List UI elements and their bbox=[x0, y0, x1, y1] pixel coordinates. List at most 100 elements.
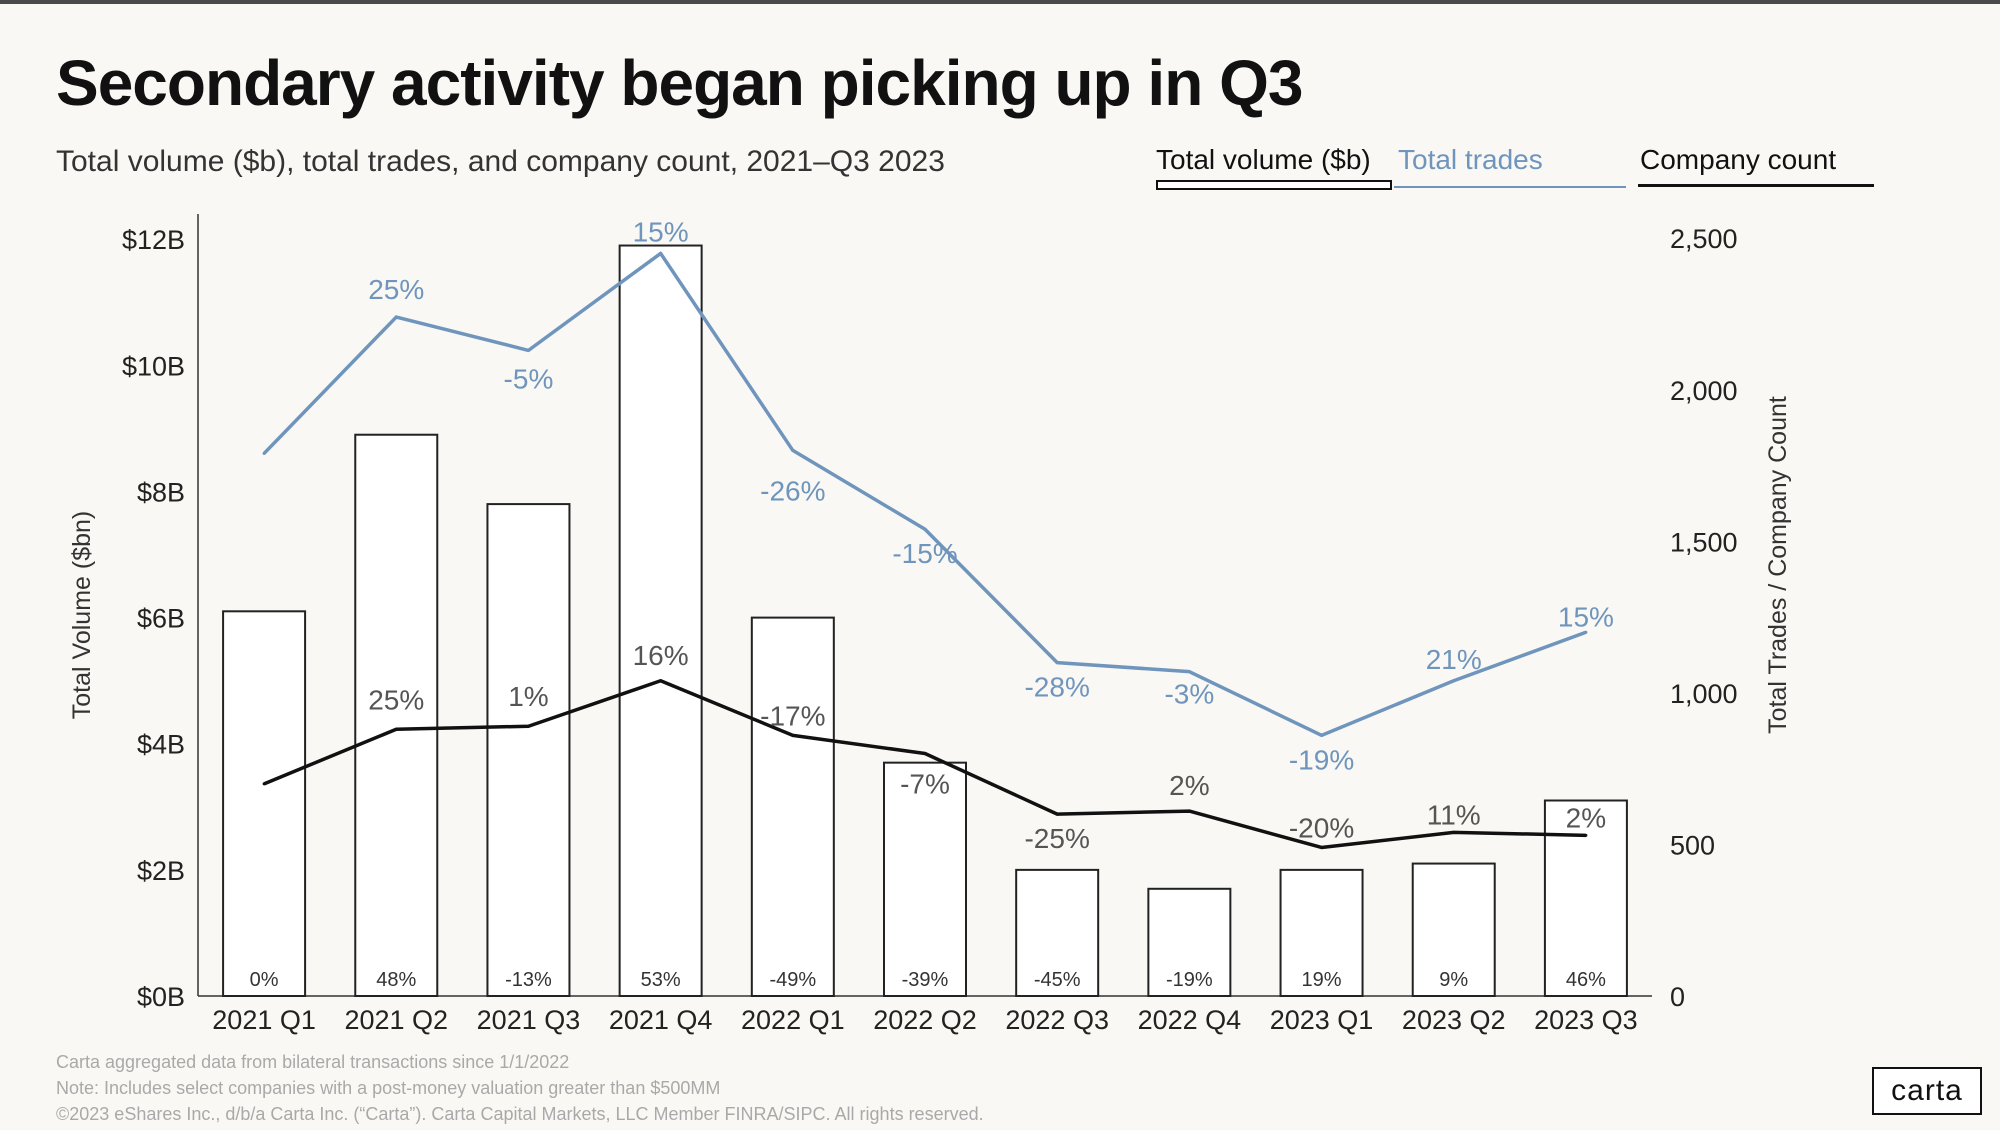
company-change-label: -7% bbox=[900, 769, 950, 800]
x-tick-label: 2023 Q3 bbox=[1534, 1005, 1638, 1035]
trades-change-label: -19% bbox=[1289, 744, 1354, 775]
trades-point bbox=[1320, 733, 1324, 737]
trades-point bbox=[1452, 679, 1456, 683]
company-point bbox=[923, 752, 927, 756]
x-tick-label: 2021 Q4 bbox=[609, 1005, 713, 1035]
y-right-tick-label: 2,500 bbox=[1670, 224, 1738, 254]
company-point bbox=[262, 782, 266, 786]
trades-point bbox=[262, 451, 266, 455]
volume-bar bbox=[1015, 868, 1100, 998]
y-right-tick-label: 2,000 bbox=[1670, 376, 1738, 406]
trades-point bbox=[791, 448, 795, 452]
trades-change-label: 15% bbox=[633, 216, 689, 247]
volume-bar-label: 9% bbox=[1439, 969, 1468, 991]
trades-change-label: -3% bbox=[1164, 679, 1214, 710]
footer-source: Carta aggregated data from bilateral tra… bbox=[56, 1052, 570, 1072]
trades-change-label: 15% bbox=[1558, 601, 1614, 632]
company-point bbox=[1584, 833, 1588, 837]
volume-bar bbox=[1411, 862, 1496, 997]
trades-point bbox=[1187, 670, 1191, 674]
trades-point bbox=[659, 251, 663, 255]
volume-bar-label: -39% bbox=[902, 969, 949, 991]
legend-label-company: Company count bbox=[1640, 144, 1837, 175]
x-tick-label: 2021 Q1 bbox=[212, 1005, 316, 1035]
company-point bbox=[791, 733, 795, 737]
legend-item-company: Company count bbox=[1638, 144, 1874, 187]
y-right-tick-label: 500 bbox=[1670, 830, 1715, 860]
trades-point bbox=[1055, 661, 1059, 665]
trades-change-label: 25% bbox=[368, 274, 424, 305]
chart-title: Secondary activity began picking up in Q… bbox=[56, 47, 1303, 119]
company-change-label: -20% bbox=[1289, 812, 1354, 843]
company-change-label: 25% bbox=[368, 684, 424, 715]
company-point bbox=[1187, 809, 1191, 813]
trades-change-label: -15% bbox=[892, 538, 957, 569]
legend-swatch-company bbox=[1638, 184, 1874, 187]
company-change-label: 2% bbox=[1566, 802, 1606, 833]
y-right-tick-label: 1,500 bbox=[1670, 527, 1738, 557]
volume-bar bbox=[618, 244, 703, 997]
trades-change-label: -28% bbox=[1024, 672, 1089, 703]
y-left-tick-label: $6B bbox=[137, 604, 185, 634]
volume-bar bbox=[883, 761, 967, 998]
y-left-tick-label: $2B bbox=[137, 856, 185, 886]
company-change-label: 2% bbox=[1169, 770, 1209, 801]
legend-item-volume: Total volume ($b) bbox=[1156, 144, 1392, 190]
y-right-axis-title: Total Trades / Company Count bbox=[1764, 396, 1792, 734]
volume-bar bbox=[750, 616, 835, 997]
x-tick-label: 2022 Q4 bbox=[1138, 1005, 1242, 1035]
volume-bar-label: 53% bbox=[641, 969, 681, 991]
y-left-tick-label: $8B bbox=[137, 477, 185, 507]
trades-point bbox=[526, 348, 530, 352]
x-tick-label: 2022 Q2 bbox=[873, 1005, 977, 1035]
x-tick-label: 2023 Q2 bbox=[1402, 1005, 1506, 1035]
legend-label-volume: Total volume ($b) bbox=[1156, 144, 1371, 175]
volume-bar-label: -45% bbox=[1034, 969, 1081, 991]
trades-change-label: -5% bbox=[504, 363, 554, 394]
company-change-label: -25% bbox=[1024, 823, 1089, 854]
company-change-label: 1% bbox=[508, 681, 548, 712]
volume-bar-label: -49% bbox=[769, 969, 816, 991]
y-left-tick-label: $4B bbox=[137, 730, 185, 760]
trades-change-label: -26% bbox=[760, 475, 825, 506]
volume-bar-label: 48% bbox=[376, 969, 416, 991]
x-tick-label: 2021 Q3 bbox=[477, 1005, 581, 1035]
company-point bbox=[659, 679, 663, 683]
x-tick-label: 2023 Q1 bbox=[1270, 1005, 1374, 1035]
company-point bbox=[526, 724, 530, 728]
trades-line bbox=[262, 251, 1587, 738]
trades-point bbox=[1584, 630, 1588, 634]
company-point bbox=[394, 727, 398, 731]
company-change-label: 11% bbox=[1427, 799, 1481, 830]
carta-logo: carta bbox=[1872, 1067, 1982, 1115]
company-change-label: -17% bbox=[760, 700, 825, 731]
y-left-tick-label: $10B bbox=[122, 351, 185, 381]
legend-item-trades: Total trades bbox=[1394, 144, 1626, 188]
volume-bar bbox=[1147, 887, 1232, 998]
volume-bar bbox=[1279, 868, 1364, 998]
company-change-label: 16% bbox=[633, 640, 689, 671]
volume-bar-label: 19% bbox=[1302, 969, 1342, 991]
volume-bar-label: 46% bbox=[1566, 969, 1606, 991]
legend-swatch-trades bbox=[1394, 186, 1626, 188]
volume-bar bbox=[486, 503, 571, 997]
trades-point bbox=[394, 315, 398, 319]
footer-note: Note: Includes select companies with a p… bbox=[56, 1078, 721, 1098]
company-point bbox=[1452, 830, 1456, 834]
company-point bbox=[1320, 845, 1324, 849]
legend-label-trades: Total trades bbox=[1398, 144, 1543, 175]
volume-bar-label: -13% bbox=[505, 969, 552, 991]
chart-subtitle: Total volume ($b), total trades, and com… bbox=[56, 145, 945, 178]
y-right-tick-label: 0 bbox=[1670, 982, 1685, 1012]
x-tick-label: 2021 Q2 bbox=[344, 1005, 448, 1035]
x-tick-label: 2022 Q3 bbox=[1005, 1005, 1109, 1035]
y-left-axis-title: Total Volume ($bn) bbox=[68, 511, 96, 719]
trades-change-label: 21% bbox=[1426, 644, 1482, 675]
volume-bar bbox=[222, 610, 307, 997]
trades-point bbox=[923, 527, 927, 531]
x-tick-label: 2022 Q1 bbox=[741, 1005, 845, 1035]
legend-swatch-volume bbox=[1156, 180, 1392, 190]
volume-bar-label: 0% bbox=[250, 969, 279, 991]
y-left-tick-label: $12B bbox=[122, 225, 185, 255]
